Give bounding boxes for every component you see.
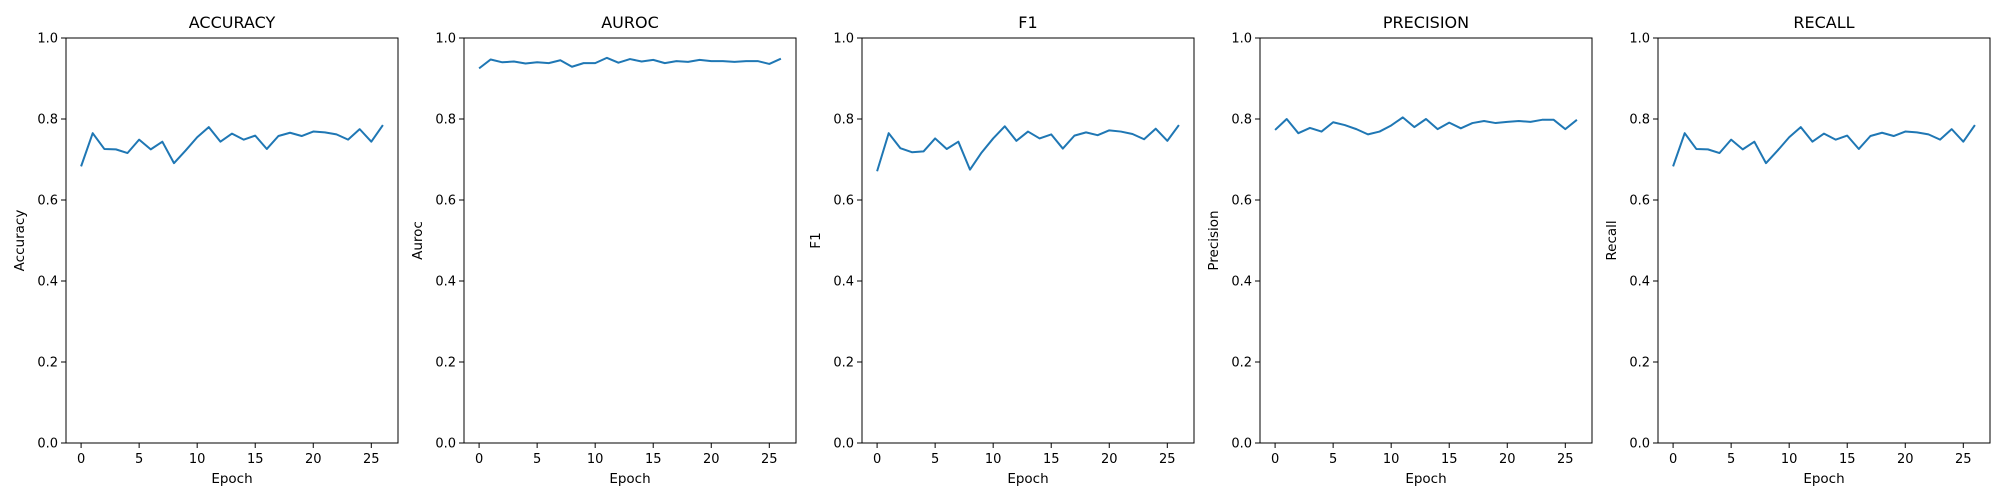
panel-title: F1: [1018, 13, 1037, 32]
x-tick-label: 25: [761, 452, 778, 467]
x-tick-label: 15: [1441, 452, 1458, 467]
x-tick-label: 10: [985, 452, 1002, 467]
x-tick-label: 20: [305, 452, 322, 467]
y-tick-label: 0.8: [1231, 113, 1252, 128]
panel-title: PRECISION: [1383, 13, 1469, 32]
x-tick-label: 10: [587, 452, 604, 467]
x-tick-label: 0: [1669, 452, 1677, 467]
y-axis-label: Auroc: [410, 221, 426, 260]
plot-frame: [1657, 37, 1991, 444]
x-tick-label: 5: [533, 452, 541, 467]
series-line: [1274, 116, 1578, 136]
x-tick-label: 0: [475, 452, 483, 467]
x-tick-label: 5: [1329, 452, 1337, 467]
panel-title: ACCURACY: [189, 13, 276, 32]
panel-title: RECALL: [1793, 13, 1854, 32]
y-tick-label: 0.0: [1629, 437, 1650, 452]
x-tick-label: 25: [1955, 452, 1972, 467]
plot-frame: [1259, 37, 1593, 444]
x-tick-label: 15: [645, 452, 662, 467]
x-tick-label: 15: [1043, 452, 1060, 467]
y-axis-label: Accuracy: [12, 210, 28, 272]
y-tick-label: 0.6: [833, 194, 854, 209]
y-tick-label: 1.0: [833, 32, 854, 47]
y-tick-label: 0.8: [435, 113, 456, 128]
x-tick-label: 20: [1499, 452, 1516, 467]
x-tick-label: 10: [189, 452, 206, 467]
x-tick-label: 0: [1271, 452, 1279, 467]
y-tick-label: 0.0: [435, 437, 456, 452]
y-tick-label: 0.2: [1629, 356, 1650, 371]
x-axis-label: Epoch: [609, 471, 650, 487]
x-tick-label: 25: [1557, 452, 1574, 467]
x-tick-label: 10: [1383, 452, 1400, 467]
x-tick-label: 0: [77, 452, 85, 467]
series-line: [1672, 124, 1976, 167]
y-tick-label: 0.6: [1629, 194, 1650, 209]
y-tick-label: 0.4: [37, 275, 58, 290]
plot-frame: [463, 37, 797, 444]
x-tick-label: 25: [1159, 452, 1176, 467]
y-tick-label: 0.2: [435, 356, 456, 371]
x-axis-label: Epoch: [1007, 471, 1048, 487]
x-tick-label: 10: [1781, 452, 1798, 467]
chart-panel-accuracy: 0 5 10 15 20 25 0.0 0.2 0.4 0.6 0.8 1.0 ACCURACY Epoc…: [12, 13, 399, 487]
y-tick-label: 0.4: [435, 275, 456, 290]
y-axis-label: F1: [808, 232, 824, 248]
y-tick-label: 0.4: [1231, 275, 1252, 290]
x-tick-label: 15: [1839, 452, 1856, 467]
y-tick-label: 0.8: [1629, 113, 1650, 128]
y-tick-label: 0.0: [37, 437, 58, 452]
chart-panel-auroc: 0 5 10 15 20 25 0.0 0.2 0.4 0.6 0.8 1.0 AUROC Epoch Au…: [410, 13, 797, 487]
y-tick-label: 0.6: [1231, 194, 1252, 209]
panel-title: AUROC: [601, 13, 659, 32]
y-tick-label: 0.4: [833, 275, 854, 290]
y-tick-label: 0.8: [37, 113, 58, 128]
series-line: [80, 124, 384, 167]
y-tick-label: 1.0: [435, 32, 456, 47]
x-tick-label: 5: [135, 452, 143, 467]
x-tick-label: 15: [247, 452, 264, 467]
y-tick-label: 1.0: [1231, 32, 1252, 47]
series-line: [876, 124, 1180, 172]
x-axis-label: Epoch: [1803, 471, 1844, 487]
series-line: [478, 56, 782, 70]
y-tick-label: 0.8: [833, 113, 854, 128]
plot-frame: [861, 37, 1195, 444]
x-tick-label: 0: [873, 452, 881, 467]
x-axis-label: Epoch: [1405, 471, 1446, 487]
y-axis-label: Recall: [1604, 220, 1620, 260]
chart-panel-f1: 0 5 10 15 20 25 0.0 0.2 0.4 0.6 0.8 1.0 F1 Epoch F1: [808, 13, 1195, 487]
y-tick-label: 0.6: [37, 194, 58, 209]
x-tick-label: 20: [1897, 452, 1914, 467]
y-tick-label: 0.2: [833, 356, 854, 371]
x-axis-label: Epoch: [211, 471, 252, 487]
y-tick-label: 0.4: [1629, 275, 1650, 290]
y-tick-label: 1.0: [1629, 32, 1650, 47]
y-axis-label: Precision: [1206, 210, 1222, 270]
x-tick-label: 25: [363, 452, 380, 467]
chart-panel-recall: 0 5 10 15 20 25 0.0 0.2 0.4 0.6 0.8 1.0 RECALL Epoch R…: [1604, 13, 1991, 487]
y-tick-label: 0.6: [435, 194, 456, 209]
y-tick-label: 0.0: [833, 437, 854, 452]
x-tick-label: 20: [1101, 452, 1118, 467]
x-tick-label: 5: [1727, 452, 1735, 467]
y-tick-label: 0.2: [37, 356, 58, 371]
x-tick-label: 20: [703, 452, 720, 467]
chart-panel-precision: 0 5 10 15 20 25 0.0 0.2 0.4 0.6 0.8 1.0 PRECISION Epo…: [1206, 13, 1593, 487]
y-tick-label: 0.2: [1231, 356, 1252, 371]
plot-frame: [65, 37, 399, 444]
y-tick-label: 0.0: [1231, 437, 1252, 452]
y-tick-label: 1.0: [37, 32, 58, 47]
x-tick-label: 5: [931, 452, 939, 467]
